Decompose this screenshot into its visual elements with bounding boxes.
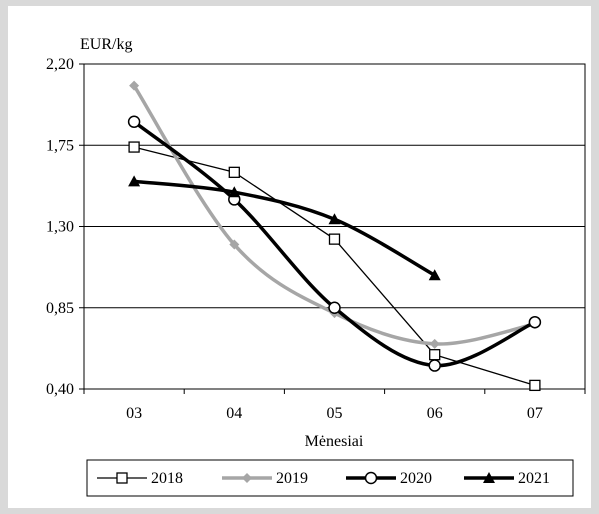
series-2021 bbox=[128, 175, 441, 281]
legend-marker bbox=[116, 472, 128, 484]
legend-marker bbox=[242, 473, 252, 483]
data-point-2018 bbox=[228, 166, 240, 178]
y-tick-label: 0,40 bbox=[46, 381, 74, 398]
y-tick-label: 2,20 bbox=[46, 56, 74, 73]
legend-marker bbox=[364, 471, 378, 485]
y-tick-label: 1,30 bbox=[46, 219, 74, 236]
data-point-2019 bbox=[429, 338, 440, 349]
x-tick-label: 03 bbox=[126, 405, 142, 422]
series-line-2021 bbox=[133, 179, 436, 277]
x-axis-label: Mėnesiai bbox=[305, 433, 364, 450]
data-point-2021 bbox=[228, 186, 241, 198]
x-tick-label: 04 bbox=[226, 405, 242, 422]
data-point-2019 bbox=[129, 80, 140, 91]
x-tick-label: 05 bbox=[327, 405, 343, 422]
data-point-2018 bbox=[429, 349, 441, 361]
legend-item-2021: 2021 bbox=[464, 470, 550, 487]
data-point-2021 bbox=[428, 269, 441, 281]
x-tick-label: 07 bbox=[527, 405, 543, 422]
y-axis-label: EUR/kg bbox=[80, 36, 132, 53]
x-tick-label: 06 bbox=[427, 405, 443, 422]
series-line-2018 bbox=[133, 146, 536, 387]
data-point-2021 bbox=[328, 213, 341, 225]
legend-label: 2021 bbox=[518, 470, 550, 487]
data-point-2018 bbox=[328, 233, 341, 245]
data-point-2020 bbox=[528, 315, 542, 329]
series-2020 bbox=[127, 115, 542, 372]
data-point-2020 bbox=[127, 115, 141, 129]
data-point-2018 bbox=[128, 141, 140, 153]
data-point-2019 bbox=[229, 239, 240, 250]
data-point-2020 bbox=[328, 301, 341, 314]
data-point-2020 bbox=[428, 359, 441, 372]
legend-label: 2020 bbox=[400, 470, 432, 487]
series-2018 bbox=[128, 141, 541, 392]
legend-item-2018: 2018 bbox=[97, 470, 183, 487]
y-tick-label: 1,75 bbox=[46, 137, 74, 154]
legend-item-2020: 2020 bbox=[346, 470, 432, 487]
legend-label: 2018 bbox=[151, 470, 183, 487]
series-line-2019 bbox=[132, 84, 536, 346]
y-tick-label: 0,85 bbox=[46, 300, 74, 317]
data-point-2018 bbox=[529, 379, 541, 392]
chart-frame bbox=[8, 6, 591, 508]
legend-marker bbox=[483, 472, 495, 483]
legend-label: 2019 bbox=[276, 470, 308, 487]
legend-item-2019: 2019 bbox=[222, 470, 308, 487]
data-point-2021 bbox=[128, 175, 141, 187]
